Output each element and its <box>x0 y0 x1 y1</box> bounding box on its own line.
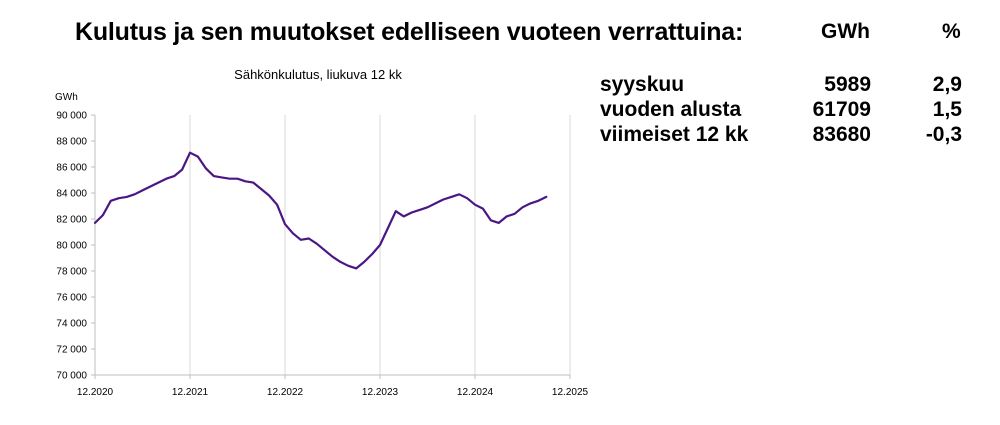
chart-title: Sähkönkulutus, liukuva 12 kk <box>234 67 402 82</box>
stat-row-year-to-date: vuoden alusta 61709 1,5 <box>600 98 962 123</box>
y-tick-label: 76 000 <box>56 293 87 304</box>
stat-label: viimeiset 12 kk <box>600 123 749 146</box>
y-tick-label: 72 000 <box>56 345 87 356</box>
stat-label: syyskuu <box>600 73 685 96</box>
stat-row-month: syyskuu 5989 2,9 <box>600 73 962 98</box>
y-tick-label: 74 000 <box>56 319 87 330</box>
stat-percent-change: -0,3 <box>925 123 962 146</box>
y-tick-label: 80 000 <box>56 241 87 252</box>
y-tick-label: 84 000 <box>56 189 87 200</box>
chart-axes <box>94 115 570 376</box>
x-tick-label: 12.2024 <box>457 387 494 398</box>
x-tick-label: 12.2023 <box>362 387 399 398</box>
y-tick-label: 82 000 <box>56 215 87 226</box>
x-axis-ticks: 12.2020 12.2021 12.2022 12.2023 12.2024 12.20… <box>77 375 589 398</box>
y-tick-label: 70 000 <box>56 371 87 382</box>
y-tick-label: 86 000 <box>56 163 87 174</box>
consumption-series-line <box>93 151 548 270</box>
percent-column-header: % <box>942 20 961 43</box>
y-axis-ticks: 70 000 72 000 74 000 76 000 78 000 80 000 82 0… <box>56 111 95 382</box>
stat-row-last-12-months: viimeiset 12 kk 83680 -0,3 <box>600 123 962 148</box>
stat-gwh-value: 61709 <box>812 98 871 121</box>
y-tick-label: 78 000 <box>56 267 87 278</box>
y-tick-label: 90 000 <box>56 111 87 122</box>
chart-series <box>93 151 548 270</box>
stat-label: vuoden alusta <box>600 98 742 121</box>
y-axis-unit-label: GWh <box>55 92 78 103</box>
x-tick-label: 12.2022 <box>267 387 304 398</box>
electricity-consumption-chart: Sähkönkulutus, liukuva 12 kk GWh 70 0007… <box>55 67 589 398</box>
y-tick-label: 88 000 <box>56 137 87 148</box>
gwh-column-header: GWh <box>821 20 870 43</box>
page-heading: Kulutus ja sen muutokset edelliseen vuot… <box>75 18 744 46</box>
stat-gwh-value: 83680 <box>812 123 871 146</box>
x-tick-label: 12.2021 <box>172 387 209 398</box>
x-tick-label: 12.2020 <box>77 387 114 398</box>
stat-percent-change: 2,9 <box>932 73 962 96</box>
consumption-stats-table: syyskuu 5989 2,9 vuoden alusta 61709 1,5… <box>600 73 962 148</box>
stat-gwh-value: 5989 <box>824 73 871 96</box>
stat-percent-change: 1,5 <box>932 98 962 121</box>
x-tick-label: 12.2025 <box>552 387 589 398</box>
